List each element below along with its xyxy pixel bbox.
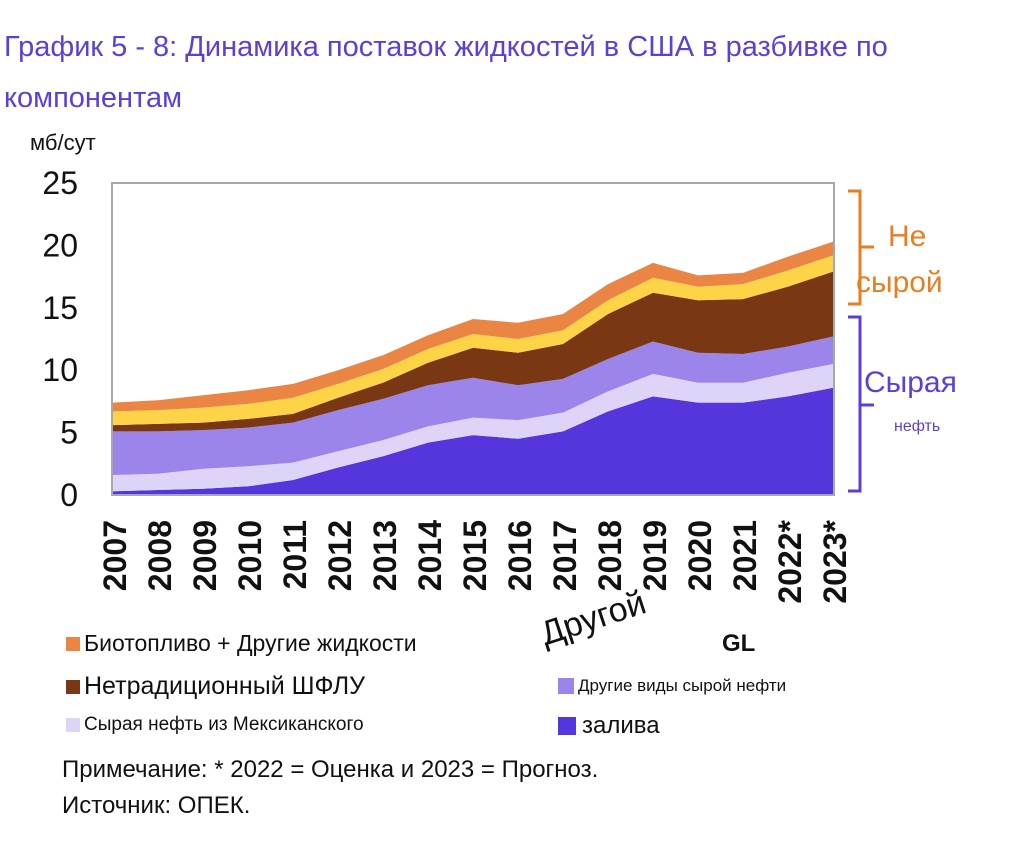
chart-title: График 5 - 8: Динамика поставок жидкосте…	[4, 31, 888, 114]
x-tick-label-1: 2008	[142, 520, 178, 591]
y-tick-label-2: 10	[42, 352, 78, 388]
x-tick-label-16: 2023*	[817, 519, 853, 603]
area-series-group	[113, 241, 833, 495]
legend-item-gom-crude: Сырая нефть из Мексиканского	[66, 714, 364, 736]
area-series-2	[113, 336, 833, 475]
legend-swatch-other-crude	[558, 678, 574, 694]
plot-frame	[111, 182, 835, 496]
area-series-0	[113, 387, 833, 495]
area-series-4	[113, 255, 833, 426]
y-tick-label-3: 15	[42, 290, 78, 326]
legend-item-gl: GL	[722, 630, 755, 658]
x-tick-label-8: 2015	[457, 520, 493, 591]
legend-label-gulf: залива	[582, 712, 660, 739]
y-axis-label: мб/сут	[30, 130, 96, 155]
crude-label-line1: Сырая	[864, 366, 957, 399]
legend-label-gom-crude: Сырая нефть из Мексиканского	[84, 714, 364, 735]
x-tick-label-12: 2019	[637, 520, 673, 591]
x-tick-label-6: 2013	[367, 520, 403, 591]
y-tick-label-5: 25	[42, 165, 78, 201]
x-tick-label-4: 2011	[277, 520, 313, 589]
non-crude-label-line2: сырой	[856, 266, 943, 299]
x-tick-label-0: 2007	[97, 520, 133, 591]
legend-swatch-gom-light	[66, 718, 80, 732]
legend-item-ngl: Нетрадиционный ШФЛУ	[66, 672, 365, 701]
legend-swatch-gulf	[558, 717, 576, 735]
legend-label-other-crude: Другие виды сырой нефти	[578, 676, 787, 695]
legend-swatch-ngl	[66, 679, 80, 694]
y-tick-group: 0 5 10 15 20 25	[42, 165, 78, 513]
legend-item-gulf: залива	[558, 712, 660, 740]
x-tick-label-2: 2009	[187, 520, 223, 591]
x-tick-label-13: 2020	[682, 520, 718, 591]
area-series-3	[113, 271, 833, 432]
non-crude-bracket	[848, 189, 874, 306]
legend-label-ngl: Нетрадиционный ШФЛУ	[84, 672, 365, 700]
legend-label-biofuel: Биотопливо + Другие жидкости	[84, 630, 417, 656]
chart-source: Источник: ОПЕК.	[62, 792, 251, 819]
x-tick-label-11: 2018	[592, 520, 628, 591]
chart-note: Примечание: * 2022 = Оценка и 2023 = Про…	[62, 756, 599, 783]
x-tick-label-5: 2012	[322, 520, 358, 591]
x-tick-label-14: 2021	[727, 520, 763, 591]
x-tick-group: 2007 2008 2009 2010 2011 2012 2013 2014 2015 2016…	[97, 519, 853, 603]
x-tick-label-10: 2017	[547, 520, 583, 591]
x-tick-label-3: 2010	[232, 520, 268, 591]
crude-label-line2: нефть	[894, 418, 941, 435]
crude-bracket	[848, 315, 874, 493]
legend-item-biofuel: Биотопливо + Другие жидкости	[66, 630, 417, 657]
area-series-5	[113, 241, 833, 412]
y-tick-label-4: 20	[42, 227, 78, 263]
area-series-1	[113, 364, 833, 492]
legend-item-other-crude: Другие виды сырой нефти	[558, 676, 786, 696]
x-tick-label-9: 2016	[502, 520, 538, 591]
y-tick-label-1: 5	[60, 415, 78, 451]
x-tick-label-7: 2014	[412, 520, 448, 591]
legend-swatch-biofuel	[66, 636, 80, 651]
y-tick-label-0: 0	[60, 477, 78, 513]
non-crude-label-line1: Не	[888, 220, 927, 253]
legend-label-gl: GL	[722, 630, 756, 657]
x-tick-label-15: 2022*	[772, 519, 808, 603]
